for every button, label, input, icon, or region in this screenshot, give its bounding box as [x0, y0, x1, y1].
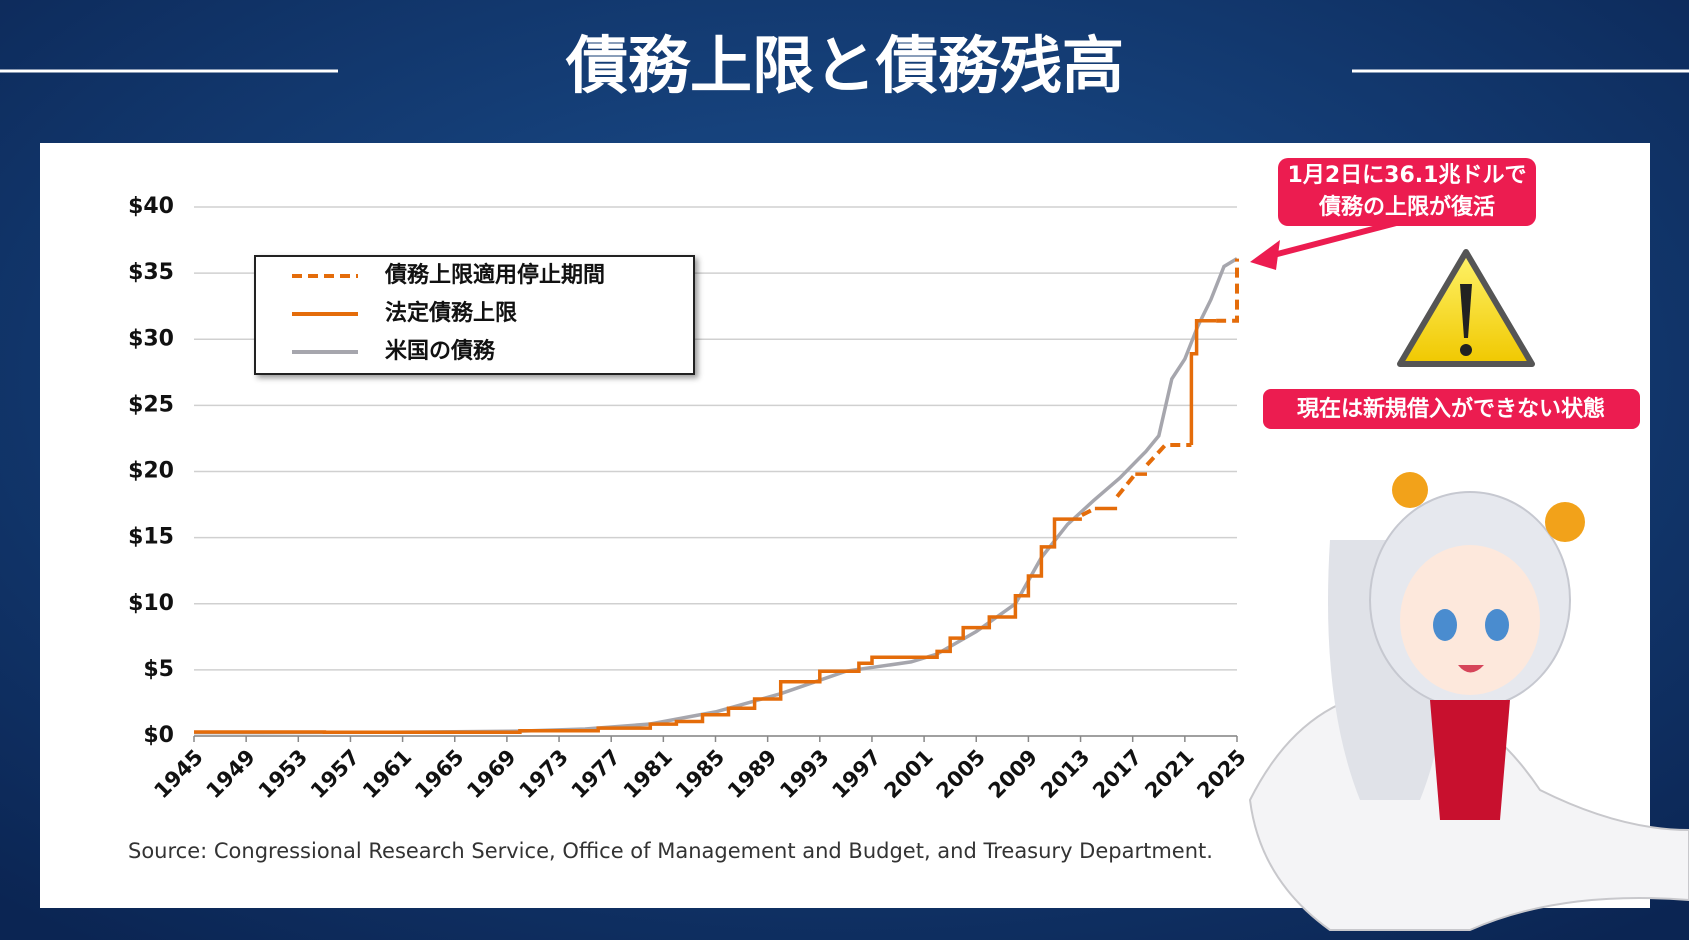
y-tick-label: $10: [128, 591, 174, 616]
character-illustration: [1248, 472, 1689, 931]
callout-arrowhead: [1250, 240, 1280, 270]
slide-title: 債務上限と債務残高: [565, 29, 1124, 102]
callout-text: 1月2日に36.1兆ドルで: [1288, 163, 1527, 188]
y-tick-label: $5: [143, 657, 174, 682]
legend-label: 法定債務上限: [385, 300, 517, 326]
legend-label: 米国の債務: [385, 338, 496, 364]
legend-label: 債務上限適用停止期間: [384, 262, 605, 288]
y-tick-label: $25: [128, 392, 174, 417]
y-tick-label: $35: [128, 260, 174, 285]
y-tick-label: $15: [128, 525, 174, 550]
callout-box: [1263, 389, 1640, 429]
y-tick-label: $30: [128, 326, 174, 351]
callout-box: [1278, 158, 1536, 226]
series-line: [194, 318, 1217, 735]
callout-text: 債務の上限が復活: [1318, 194, 1495, 220]
series-line: [1080, 258, 1239, 517]
y-tick-label: $0: [143, 723, 174, 748]
warning-dot: [1460, 344, 1472, 356]
y-tick-label: $40: [128, 194, 174, 219]
callout-text: 現在は新規借入ができない状態: [1297, 396, 1605, 422]
callout-arrow: [1261, 219, 1401, 261]
warning-mark: [1460, 284, 1472, 338]
y-tick-label: $20: [128, 459, 174, 484]
source-note: Source: Congressional Research Service, …: [128, 839, 1213, 863]
